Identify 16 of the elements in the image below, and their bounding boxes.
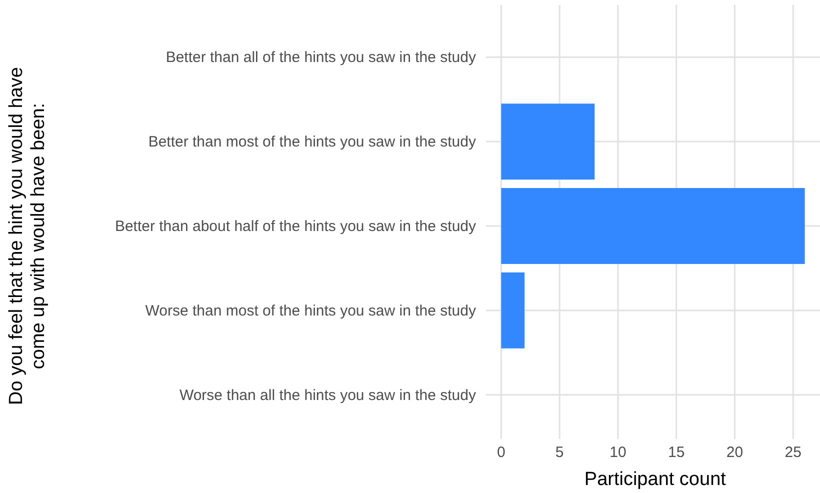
y-tick-label: Better than about half of the hints you saw in the study	[114, 218, 476, 235]
x-tick-label: 25	[784, 444, 802, 461]
y-tick-label: Worse than most of the hints you saw in the study	[145, 302, 476, 320]
x-axis-title: Participant count	[584, 469, 727, 490]
bar	[501, 188, 805, 264]
x-tick-label: 10	[610, 444, 626, 461]
bar	[501, 272, 525, 348]
y-tick-label: Better than all of the hints you saw in the study	[166, 49, 476, 66]
x-tick-label: 20	[726, 444, 744, 461]
y-axis-title: Do you feel that the hint you would have come up with would have been:	[6, 66, 49, 406]
y-tick-label: Better than most of the hints you saw in the study	[148, 134, 476, 151]
bar	[501, 104, 595, 180]
x-tick-label: 0	[497, 444, 506, 461]
x-tick-label: 5	[555, 444, 564, 461]
x-tick-label: 15	[668, 444, 685, 461]
y-tick-label: Worse than all the hints you saw in the study	[179, 386, 476, 404]
